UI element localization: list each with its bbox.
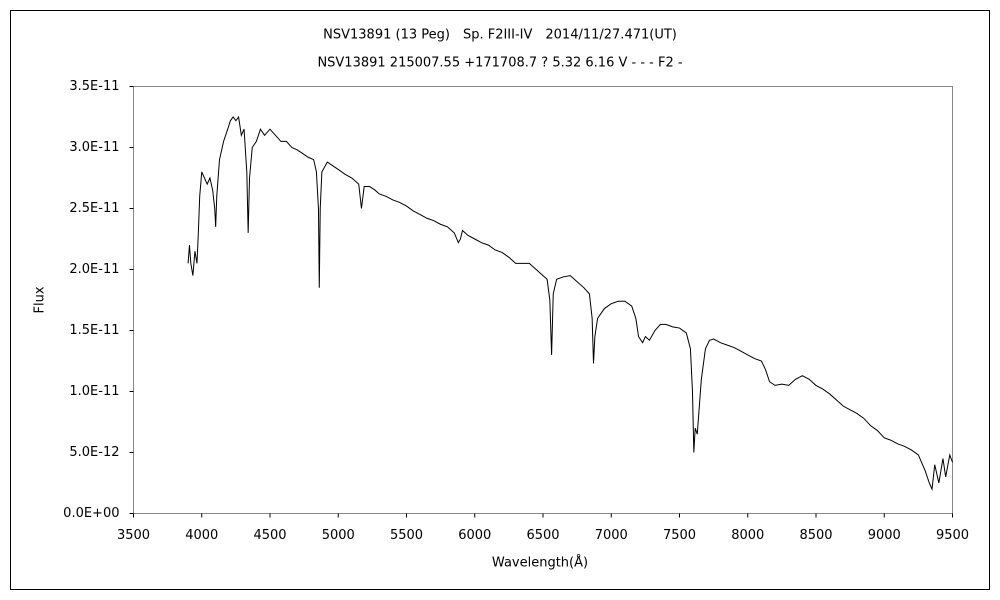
plot-area xyxy=(133,86,953,514)
y-tick-label: 0.0E+00 xyxy=(63,506,119,521)
x-tick-label: 4500 xyxy=(253,528,286,543)
x-tick-label: 3500 xyxy=(117,528,150,543)
x-tick-label: 7000 xyxy=(595,528,628,543)
y-axis-label: Flux xyxy=(33,286,48,313)
x-tick-label: 9000 xyxy=(868,528,901,543)
x-axis-label: Wavelength(Å) xyxy=(492,555,588,571)
x-tick-label: 5500 xyxy=(390,528,423,543)
y-tick-label: 2.5E-11 xyxy=(69,201,119,216)
y-tick-label: 5.0E-12 xyxy=(69,445,119,460)
y-tick-label: 2.0E-11 xyxy=(69,262,119,277)
x-tick-label: 5000 xyxy=(322,528,355,543)
y-tick-label: 1.0E-11 xyxy=(69,384,119,399)
y-tick-label: 3.5E-11 xyxy=(69,79,119,94)
x-tick-label: 8500 xyxy=(799,528,832,543)
x-tick-label: 6000 xyxy=(458,528,491,543)
x-tick-label: 8000 xyxy=(731,528,764,543)
chart-title: NSV13891 (13 Peg) Sp. F2III-IV 2014/11/2… xyxy=(323,28,677,43)
x-tick-label: 4000 xyxy=(185,528,218,543)
chart-subtitle: NSV13891 215007.55 +171708.7 ? 5.32 6.16… xyxy=(317,56,682,71)
x-tick-label: 7500 xyxy=(663,528,696,543)
y-tick-label: 3.0E-11 xyxy=(69,140,119,155)
x-tick-label: 9500 xyxy=(936,528,969,543)
x-tick-label: 6500 xyxy=(526,528,559,543)
spectrum-line xyxy=(187,115,953,491)
y-tick-label: 1.5E-11 xyxy=(69,323,119,338)
